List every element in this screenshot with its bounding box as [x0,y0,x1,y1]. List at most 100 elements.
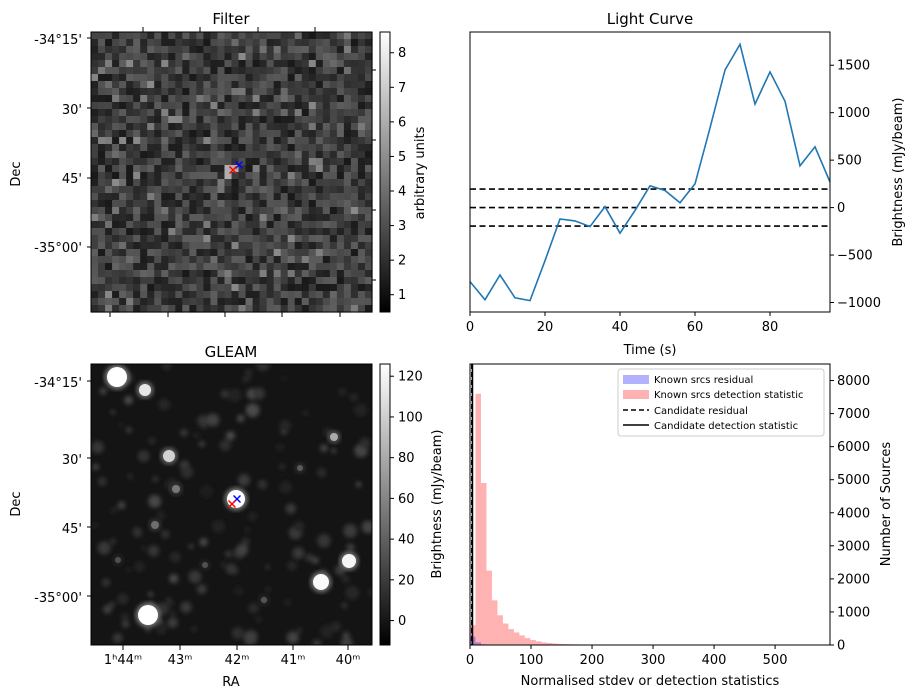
filter-pixel [203,172,212,180]
filter-pixel [126,109,134,117]
filter-pixel [343,193,352,201]
filter-pixel [224,151,233,159]
filter-pixel [245,221,254,229]
gleam-noise-blob [148,591,154,597]
filter-pixel [119,88,127,96]
filter-pixel [259,249,268,257]
filter-pixel [119,263,127,271]
filter-pixel [238,179,247,187]
filter-pixel [133,305,141,313]
filter-pixel [133,158,141,166]
filter-pixel [336,207,345,215]
filter-pixel [105,298,113,306]
filter-pixel [301,165,310,173]
filter-pixel [98,116,106,124]
filter-pixel [238,277,247,285]
filter-pixel [273,172,282,180]
filter-pixel [357,298,366,306]
filter-pixel [315,277,324,285]
filter-pixel [196,172,205,180]
filter-pixel [266,102,275,110]
filter-pixel [231,200,240,208]
filter-pixel [357,130,366,138]
filter-pixel [231,207,240,215]
filter-pixel [105,193,113,201]
filter-pixel [245,277,254,285]
filter-colorbar-tick-label: 8 [398,46,406,61]
gleam-noise-blob [148,494,162,508]
filter-pixel [280,137,289,145]
filter-pixel [147,249,155,257]
filter-pixel [322,39,331,47]
filter-pixel [140,60,148,68]
filter-pixel [224,144,233,152]
gleam-noise-blob [137,450,150,463]
filter-pixel [189,32,197,40]
filter-pixel [203,39,212,47]
gleam-noise-blob [343,524,358,538]
filter-pixel [287,270,296,278]
gleam-xtick-label: 41ᵐ [281,653,306,668]
filter-pixel [287,298,296,306]
filter-pixel [231,235,240,243]
filter-pixel [140,123,148,131]
filter-pixel [168,158,176,166]
filter-pixel [203,123,212,131]
filter-pixel [210,200,219,208]
gleam-noise-blob [126,567,130,572]
gleam-noise-blob [303,410,308,416]
filter-pixel [364,200,373,208]
filter-pixel [238,200,247,208]
filter-pixel [147,81,155,89]
filter-pixel [266,256,275,264]
filter-pixel [210,214,219,222]
filter-pixel [364,193,373,201]
gleam-noise-blob [245,403,260,418]
filter-pixel [287,242,296,250]
filter-pixel [266,207,275,215]
filter-pixel [182,39,190,47]
filter-pixel [252,186,261,194]
filter-pixel [154,32,162,40]
filter-pixel [154,137,162,145]
filter-pixel [98,165,106,173]
filter-pixel [343,186,352,194]
filter-pixel [203,88,212,96]
filter-pixel [126,130,134,138]
filter-pixel [266,284,275,292]
filter-pixel [357,200,366,208]
filter-pixel [182,298,190,306]
filter-pixel [140,88,148,96]
filter-pixel [273,256,282,264]
filter-ylabel: Dec [9,161,24,186]
filter-pixel [98,95,106,103]
filter-pixel [266,235,275,243]
gleam-noise-blob [349,393,358,402]
filter-pixel [336,179,345,187]
filter-pixel [161,95,169,103]
filter-pixel [350,88,359,96]
filter-pixel [322,116,331,124]
filter-pixel [175,109,183,117]
filter-pixel [105,221,113,229]
filter-pixel [175,228,183,236]
filter-pixel [196,228,205,236]
filter-pixel [364,235,373,243]
filter-pixel [350,144,359,152]
filter-pixel [203,221,212,229]
filter-pixel [210,179,219,187]
filter-pixel [336,60,345,68]
gleam-noise-blob [110,410,116,415]
filter-pixel [308,109,317,117]
filter-pixel [252,242,261,250]
filter-pixel [343,235,352,243]
filter-pixel [119,228,127,236]
filter-pixel [182,137,190,145]
filter-pixel [287,193,296,201]
filter-pixel [126,46,134,54]
filter-pixel [133,137,141,145]
filter-pixel [203,67,212,75]
filter-pixel [364,305,373,313]
filter-pixel [350,284,359,292]
filter-pixel [252,277,261,285]
